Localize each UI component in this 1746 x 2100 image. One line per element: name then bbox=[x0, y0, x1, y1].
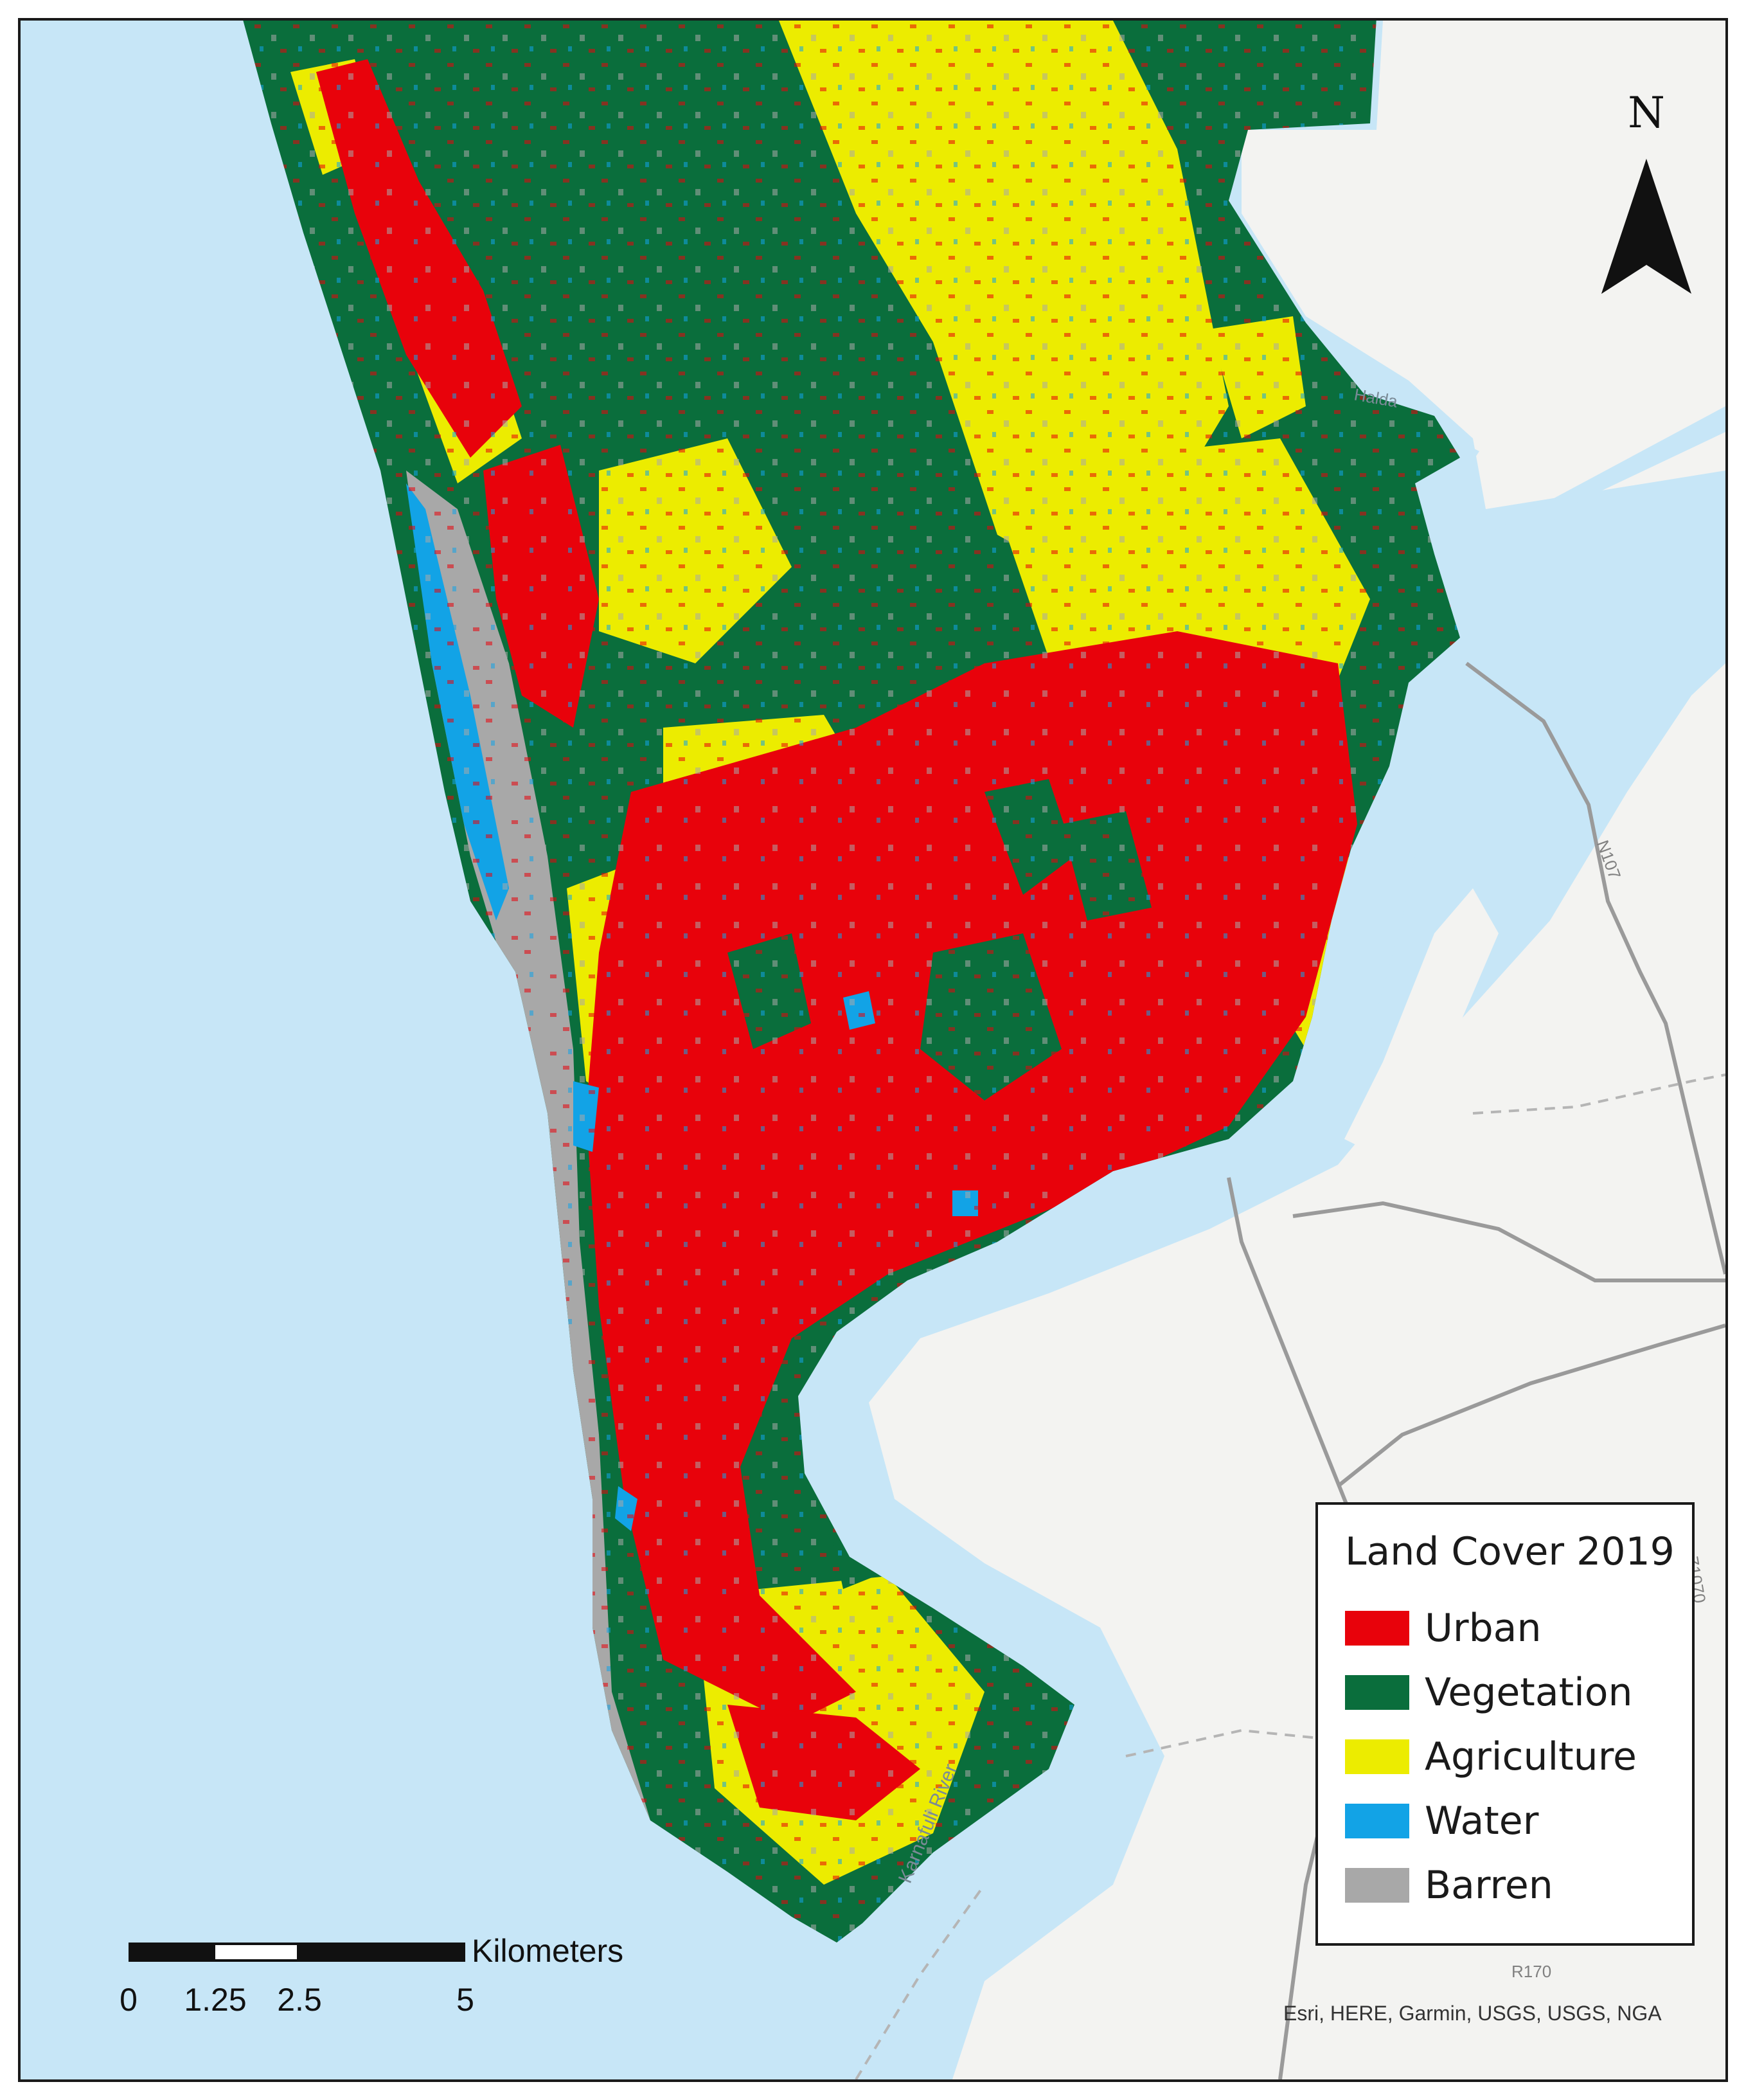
road-label-r170: R170 bbox=[1511, 1962, 1552, 1981]
legend-item-agriculture: Agriculture bbox=[1345, 1725, 1669, 1789]
scale-segment-3 bbox=[297, 1943, 465, 1962]
scale-segment-2 bbox=[213, 1943, 299, 1962]
legend-swatch-barren bbox=[1345, 1868, 1409, 1903]
river-island bbox=[1344, 888, 1499, 1152]
north-arrow-icon bbox=[1601, 159, 1691, 294]
scale-tick-1: 1.25 bbox=[184, 1982, 247, 2018]
legend-label-urban: Urban bbox=[1425, 1606, 1542, 1651]
scale-track bbox=[129, 1943, 465, 1962]
north-letter: N bbox=[1628, 88, 1665, 138]
map-frame: Halda Karnafuli River N107 R170 Z1070 N … bbox=[18, 18, 1728, 2082]
legend-label-vegetation: Vegetation bbox=[1425, 1670, 1633, 1715]
river-channel bbox=[798, 406, 1725, 2079]
legend-item-water: Water bbox=[1345, 1789, 1669, 1853]
legend-swatch-urban bbox=[1345, 1611, 1409, 1646]
scale-unit-label: Kilometers bbox=[472, 1933, 624, 1969]
legend-swatch-agriculture bbox=[1345, 1739, 1409, 1774]
scale-tick-0: 0 bbox=[120, 1982, 138, 2018]
legend-item-urban: Urban bbox=[1345, 1596, 1669, 1660]
legend: Land Cover 2019 Urban Vegetation Agricul… bbox=[1315, 1502, 1695, 1946]
scale-segment-1 bbox=[129, 1943, 215, 1962]
north-arrow: N bbox=[1589, 88, 1704, 300]
legend-label-water: Water bbox=[1425, 1799, 1539, 1844]
scale-tick-3: 5 bbox=[456, 1982, 474, 2018]
roads bbox=[1227, 661, 1725, 2079]
legend-item-vegetation: Vegetation bbox=[1345, 1660, 1669, 1725]
legend-swatch-water bbox=[1345, 1804, 1409, 1838]
scale-bar: Kilometers 0 1.25 2.5 5 bbox=[111, 1933, 689, 2039]
scale-tick-2: 2.5 bbox=[277, 1982, 322, 2018]
legend-label-agriculture: Agriculture bbox=[1425, 1734, 1637, 1779]
land-cover-map bbox=[21, 21, 1725, 2079]
legend-title: Land Cover 2019 bbox=[1345, 1529, 1675, 1574]
legend-swatch-vegetation bbox=[1345, 1675, 1409, 1710]
legend-label-barren: Barren bbox=[1425, 1863, 1553, 1908]
legend-item-barren: Barren bbox=[1345, 1853, 1669, 1917]
map-attribution: Esri, HERE, Garmin, USGS, USGS, NGA bbox=[1283, 2002, 1662, 2025]
